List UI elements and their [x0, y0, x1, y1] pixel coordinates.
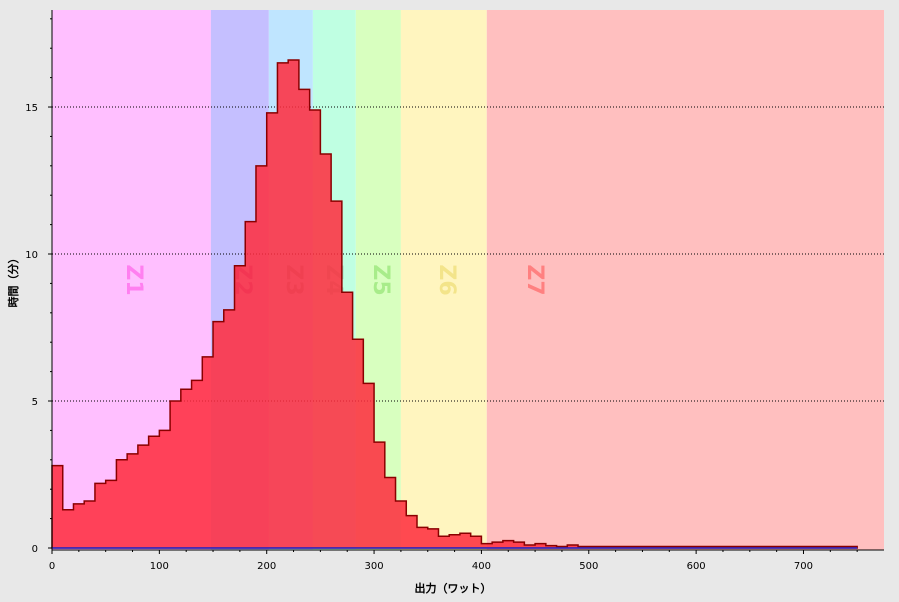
y-tick-label-5: 5: [32, 397, 38, 408]
y-axis-ticks: 0 5 10 15: [25, 18, 52, 555]
zone-label-z5: Z5: [368, 264, 393, 295]
zone-band-z7: [486, 10, 884, 550]
zone-band-z6: [400, 10, 487, 550]
x-tick-label-500: 500: [579, 561, 598, 572]
zone-label-z6: Z6: [434, 264, 459, 295]
y-tick-label-10: 10: [25, 250, 38, 261]
x-tick-label-200: 200: [257, 561, 276, 572]
x-tick-label-700: 700: [794, 561, 813, 572]
x-axis-title: 出力（ワット）: [415, 581, 492, 595]
x-axis-ticks: 0 100 200 300 400 500 600 700: [49, 550, 858, 572]
y-tick-label-15: 15: [25, 103, 38, 114]
zone-label-z7: Z7: [522, 264, 547, 295]
x-tick-label-0: 0: [49, 561, 55, 572]
x-tick-label-600: 600: [687, 561, 706, 572]
x-tick-label-100: 100: [150, 561, 169, 572]
x-tick-label-300: 300: [365, 561, 384, 572]
y-tick-label-0: 0: [32, 544, 38, 555]
y-axis-title: 時間（分）: [6, 253, 20, 308]
series-layer: [51, 59, 858, 549]
zone-label-z1: Z1: [121, 264, 146, 295]
x-tick-label-400: 400: [472, 561, 491, 572]
series-area: [51, 59, 858, 549]
